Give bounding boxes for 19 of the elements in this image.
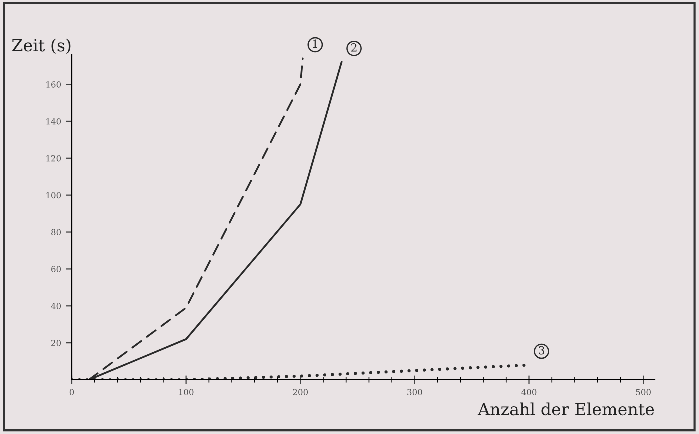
x-tick-label: 500 [636, 389, 651, 396]
y-tick-label: 60 [52, 266, 62, 272]
x-tick-label: 400 [522, 389, 537, 396]
y-tick-label: 100 [46, 192, 62, 199]
x-axis-title: Anzahl der Elemente [478, 402, 654, 416]
y-tick-label: 160 [46, 82, 62, 88]
y-tick-label: 40 [51, 303, 62, 310]
x-tick-label: 200 [293, 389, 308, 396]
x-tick-label: 100 [179, 389, 194, 396]
y-tick-label: 140 [46, 118, 62, 125]
x-tick-label: 300 [408, 389, 422, 396]
series-label: 2 [352, 43, 357, 52]
series-label: 1 [313, 40, 318, 48]
y-tick-label: 20 [52, 340, 62, 346]
series-label: 3 [539, 346, 544, 355]
y-tick-label: 80 [52, 229, 62, 236]
y-tick-label: 120 [46, 155, 62, 162]
y-axis-title: Zeit (s) [12, 38, 71, 54]
x-tick-label: 0 [70, 389, 74, 396]
